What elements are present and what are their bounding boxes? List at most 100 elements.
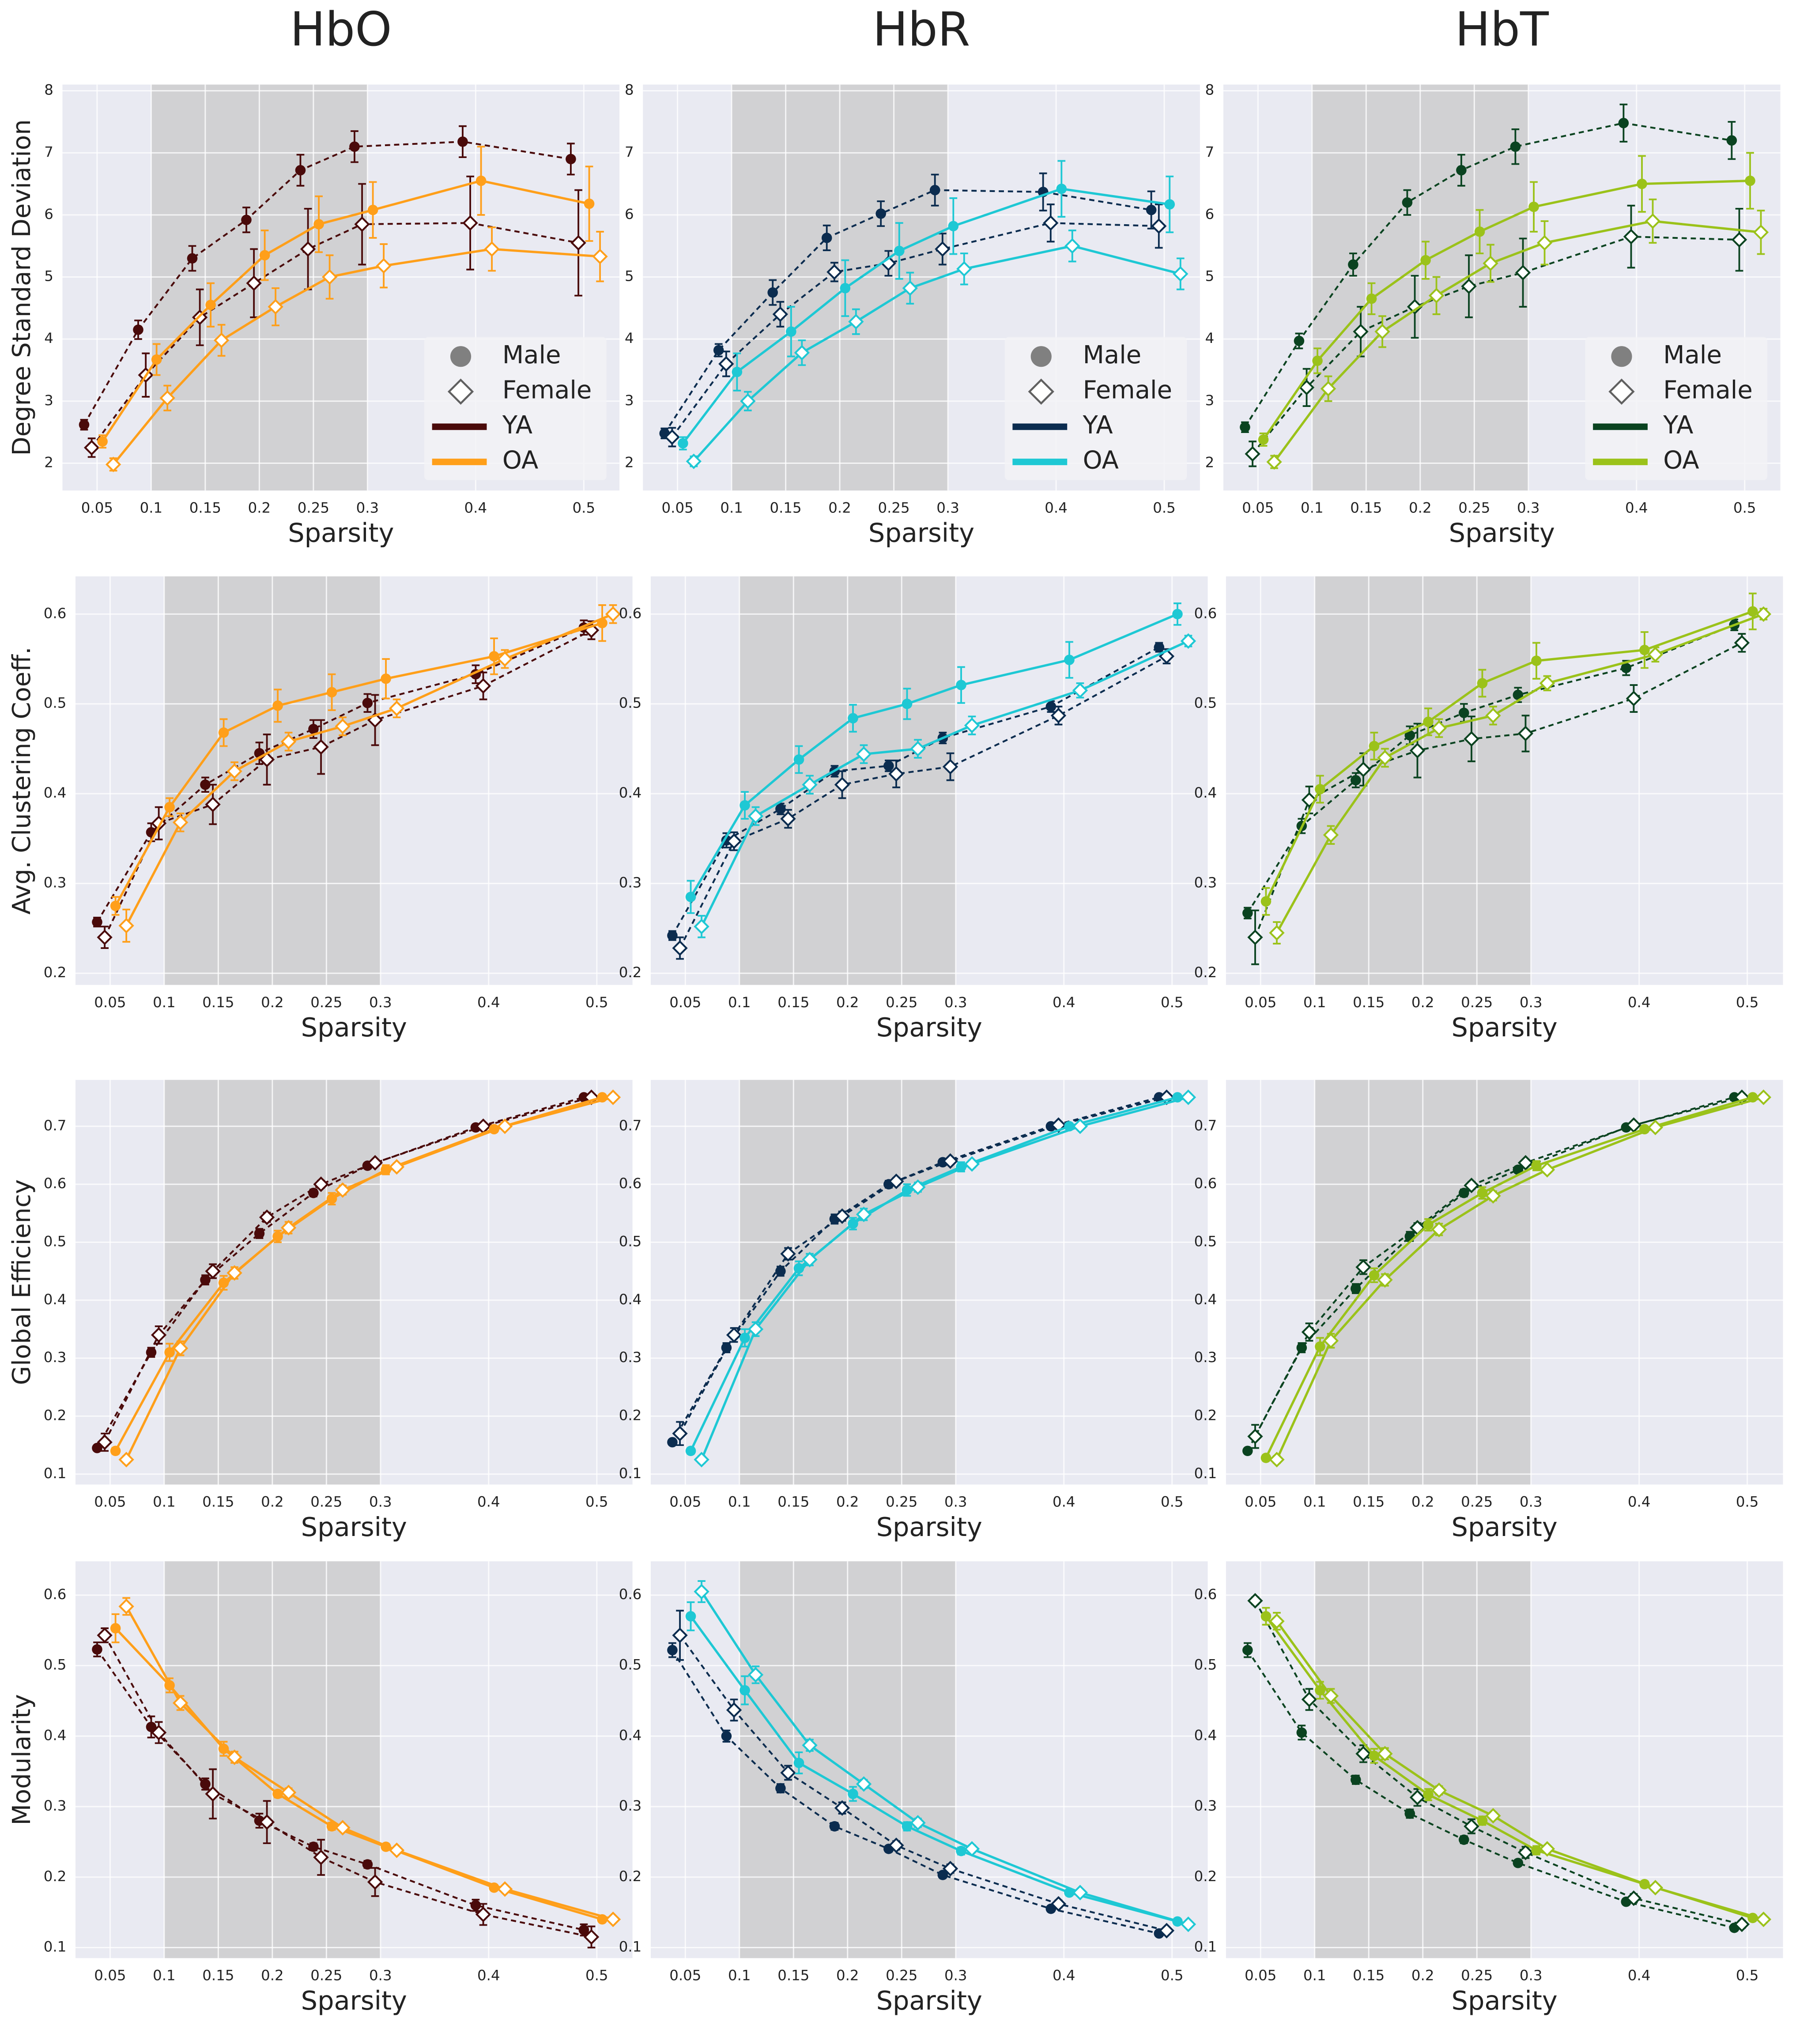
marker — [902, 1821, 913, 1832]
marker — [740, 393, 756, 409]
marker — [740, 1685, 750, 1696]
legend-label: Female — [1663, 376, 1752, 404]
marker — [164, 1347, 175, 1358]
marker — [1056, 184, 1067, 194]
x-tick-label: 0.3 — [1520, 994, 1543, 1011]
marker — [826, 264, 842, 280]
marker — [775, 1783, 786, 1794]
marker — [592, 248, 608, 264]
x-axis-label: Sparsity — [876, 1012, 982, 1043]
y-tick-label: 0.5 — [44, 1656, 67, 1673]
marker — [226, 1749, 242, 1765]
x-tick-label: 0.3 — [944, 1494, 967, 1510]
y-tick-label: 8 — [625, 82, 634, 98]
marker — [110, 900, 121, 911]
marker — [780, 1246, 796, 1262]
x-tick-label: 0.4 — [1053, 1494, 1075, 1510]
x-tick-label: 0.2 — [836, 1967, 859, 1984]
marker — [308, 723, 319, 734]
marker — [1351, 775, 1361, 786]
x-tick-label: 0.15 — [189, 500, 221, 516]
marker — [1043, 215, 1059, 231]
marker — [1164, 199, 1175, 210]
marker — [888, 1173, 904, 1190]
x-tick-label: 0.5 — [1733, 500, 1756, 516]
marker — [894, 245, 905, 256]
marker — [1755, 1911, 1772, 1927]
marker — [1377, 1746, 1393, 1762]
series-line — [125, 1096, 614, 1461]
y-tick-label: 0.1 — [44, 1465, 67, 1482]
series-line — [700, 1096, 1189, 1460]
series-line — [1252, 236, 1739, 455]
marker — [902, 280, 918, 296]
y-tick-label: 8 — [44, 82, 53, 98]
marker — [856, 1776, 872, 1792]
x-tick-label: 0.25 — [298, 500, 329, 516]
marker — [118, 918, 134, 934]
marker — [1531, 655, 1542, 666]
x-tick-label: 0.2 — [836, 1494, 859, 1510]
marker — [1072, 1118, 1088, 1134]
marker — [1539, 1162, 1555, 1178]
series-line — [693, 245, 1181, 462]
marker — [1146, 204, 1157, 215]
marker — [1301, 1691, 1317, 1708]
y-tick-label: 0.5 — [619, 695, 642, 711]
marker — [1296, 1342, 1307, 1353]
series-line — [83, 140, 571, 425]
marker — [205, 300, 216, 310]
marker — [713, 345, 724, 356]
y-tick-label: 0.4 — [619, 1291, 642, 1308]
y-tick-label: 0.3 — [619, 1349, 642, 1366]
y-tick-label: 0.7 — [619, 1117, 642, 1134]
marker — [1407, 299, 1423, 315]
y-tick-label: 0.4 — [44, 1727, 67, 1743]
marker — [1245, 446, 1260, 462]
y-axis-label: Degree Standard Deviation — [8, 119, 36, 455]
marker — [1180, 1089, 1196, 1105]
marker — [362, 697, 373, 708]
x-tick-label: 0.4 — [477, 994, 500, 1011]
legend-marker — [447, 378, 474, 405]
y-tick-label: 6 — [1205, 206, 1215, 222]
marker — [187, 253, 198, 264]
marker — [578, 1924, 589, 1935]
series-line — [672, 1096, 1159, 1443]
y-tick-label: 0.3 — [619, 1797, 642, 1814]
y-tick-label: 0.4 — [1194, 1291, 1217, 1308]
x-tick-label: 0.05 — [94, 1494, 126, 1510]
marker — [326, 687, 337, 698]
marker — [747, 1667, 764, 1683]
x-tick-label: 0.15 — [777, 1967, 809, 1984]
x-tick-label: 0.2 — [1411, 1494, 1434, 1510]
marker — [726, 1702, 742, 1718]
column-title: HbR — [873, 2, 970, 57]
y-axis-label: Avg. Clustering Coeff. — [8, 647, 36, 915]
marker — [840, 283, 851, 294]
x-tick-label: 0.25 — [1458, 500, 1490, 516]
marker — [1320, 381, 1336, 397]
marker — [1431, 1782, 1447, 1799]
marker — [475, 678, 491, 694]
marker — [151, 354, 162, 365]
x-tick-label: 0.25 — [1461, 1494, 1493, 1510]
y-tick-label: 0.4 — [619, 784, 642, 801]
marker — [685, 1445, 696, 1457]
marker — [1154, 642, 1165, 653]
marker — [226, 1265, 242, 1281]
marker — [875, 208, 886, 219]
x-tick-label: 0.05 — [669, 1967, 701, 1984]
x-tick-label: 0.2 — [261, 1967, 284, 1984]
marker — [1464, 1818, 1479, 1834]
y-tick-label: 0.2 — [1194, 1407, 1217, 1423]
marker — [97, 1627, 113, 1643]
marker — [1423, 716, 1434, 727]
marker — [300, 241, 316, 257]
x-tick-label: 0.5 — [1153, 500, 1176, 516]
y-tick-label: 0.4 — [1194, 1727, 1217, 1743]
marker — [1315, 1341, 1325, 1352]
marker — [802, 777, 818, 793]
series-line — [700, 640, 1189, 927]
